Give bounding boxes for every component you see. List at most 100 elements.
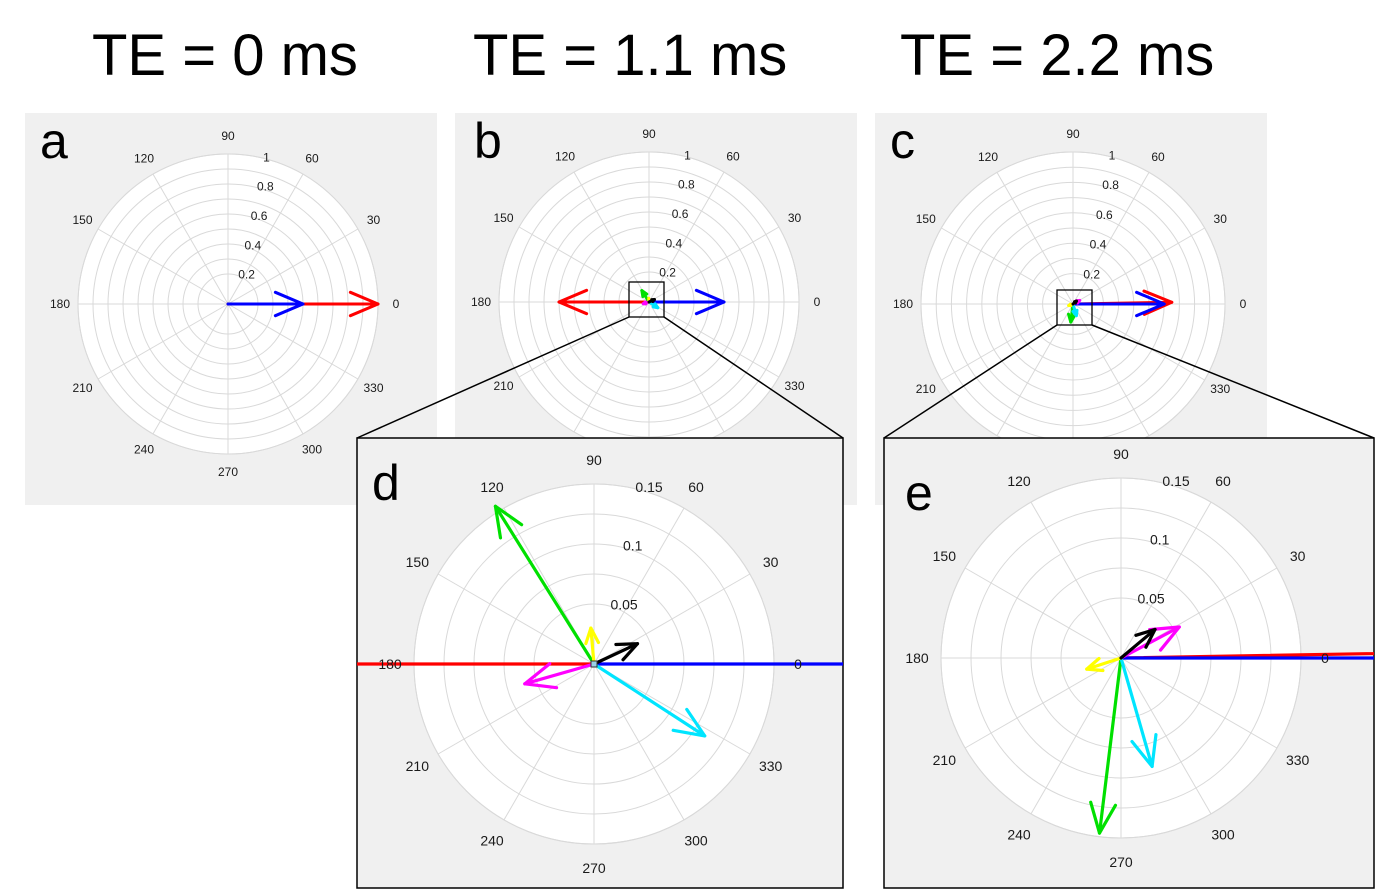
angle-tick-label: 270 <box>218 465 238 479</box>
angle-tick-label: 90 <box>221 129 235 143</box>
black-vector <box>1119 627 1157 660</box>
angle-tick-label: 30 <box>788 211 802 225</box>
origin-marker <box>590 660 598 668</box>
angle-tick-label: 0 <box>794 656 802 672</box>
yellow-vector <box>1085 656 1123 673</box>
red-vector <box>557 288 651 316</box>
green-vector <box>1089 656 1123 835</box>
angle-tick-label: 120 <box>1007 473 1031 489</box>
angle-tick-label: 60 <box>688 479 704 495</box>
zoom-box-b <box>628 281 665 318</box>
angle-tick-label: 330 <box>363 381 383 395</box>
green-vector <box>493 504 596 666</box>
polar-panel-c: 0.20.40.60.81030609012015018021024027030… <box>875 113 1267 505</box>
radial-tick-label: 0.6 <box>1096 208 1113 222</box>
panel-label-d: d <box>372 455 400 511</box>
radial-tick-label: 1 <box>263 150 270 164</box>
radial-tick-label: 1 <box>684 148 691 162</box>
angle-tick-label: 210 <box>406 758 430 774</box>
angle-tick-label: 60 <box>1215 473 1231 489</box>
angle-tick-label: 150 <box>72 213 92 227</box>
blue-vector <box>1119 656 1374 660</box>
angle-tick-label: 330 <box>784 379 804 393</box>
radial-tick-label: 0.2 <box>238 268 255 282</box>
radius-gridline <box>950 181 1196 427</box>
angle-tick-label: 60 <box>305 152 319 166</box>
radial-tick-label: 0.05 <box>610 596 637 612</box>
panel-label-e: e <box>905 465 933 521</box>
radial-tick-label: 1 <box>1109 148 1116 162</box>
angle-tick-label: 0 <box>814 295 821 309</box>
angle-tick-label: 0 <box>393 297 400 311</box>
cyan-vector <box>592 662 707 738</box>
red-vector <box>1119 651 1374 660</box>
angle-tick-label: 90 <box>642 127 656 141</box>
blue-vector <box>647 288 726 316</box>
angle-tick-label: 150 <box>933 548 957 564</box>
angle-tick-label: 330 <box>759 758 783 774</box>
angle-tick-label: 330 <box>1210 382 1230 396</box>
zoom-connector-line <box>1091 324 1375 439</box>
angle-tick-label: 270 <box>582 860 606 876</box>
radius-gridline <box>528 181 770 423</box>
angle-tick-label: 300 <box>302 443 322 457</box>
angle-tick-label: 60 <box>726 150 740 164</box>
angle-tick-label: 240 <box>480 833 504 849</box>
blue-vector <box>592 662 843 666</box>
angle-tick-label: 150 <box>406 554 430 570</box>
radius-gridline <box>543 196 755 408</box>
yellow-vector <box>584 626 601 666</box>
angle-tick-label: 210 <box>916 382 936 396</box>
black-vector <box>592 642 640 666</box>
angle-tick-label: 30 <box>367 213 381 227</box>
angle-tick-label: 90 <box>1066 127 1080 141</box>
radial-tick-label: 0.8 <box>678 178 695 192</box>
angle-tick-label: 300 <box>1211 827 1235 843</box>
radial-tick-label: 0.4 <box>1090 238 1107 252</box>
radial-tick-label: 0.6 <box>672 207 689 221</box>
radial-tick-label: 0.2 <box>659 266 676 280</box>
angle-tick-label: 180 <box>905 650 929 666</box>
zoom-connector-line <box>356 316 630 439</box>
angle-tick-label: 0 <box>1240 297 1247 311</box>
angle-tick-label: 120 <box>134 152 154 166</box>
radial-tick-label: 0.05 <box>1137 590 1164 606</box>
blue-vector <box>1071 290 1166 318</box>
red-vector <box>357 662 596 666</box>
angle-tick-label: 180 <box>378 656 402 672</box>
blue-vector <box>226 290 305 318</box>
angle-tick-label: 210 <box>493 379 513 393</box>
radial-tick-label: 0.4 <box>244 238 261 252</box>
angle-tick-label: 240 <box>1007 827 1031 843</box>
radial-tick-label: 0.1 <box>1150 532 1170 548</box>
angle-tick-label: 60 <box>1151 150 1165 164</box>
angle-tick-label: 120 <box>555 150 575 164</box>
angle-tick-label: 210 <box>72 381 92 395</box>
radial-tick-label: 0.4 <box>665 236 682 250</box>
angle-tick-label: 120 <box>978 150 998 164</box>
panel-label-a: a <box>40 113 68 169</box>
zoom-box-c <box>1056 289 1093 326</box>
panel-label-c: c <box>890 113 915 169</box>
radial-tick-label: 0.15 <box>1162 473 1189 489</box>
title-te-0: TE = 0 ms <box>92 23 358 88</box>
cyan-vector <box>1119 656 1158 769</box>
polar-panel-d: 0.05 0.1 0.15 0 30 60 90 120 150 180 210 240 270 300 3… <box>356 437 844 889</box>
angle-tick-label: 30 <box>763 554 779 570</box>
title-te-2-2: TE = 2.2 ms <box>900 23 1215 88</box>
black-vector <box>647 297 656 304</box>
radial-tick-label: 0.1 <box>623 538 643 554</box>
radial-tick-label: 0.2 <box>1083 267 1100 281</box>
magenta-vector <box>523 662 596 690</box>
cyan-vector <box>1071 302 1079 318</box>
angle-tick-label: 90 <box>1113 446 1129 462</box>
angle-tick-label: 270 <box>1109 854 1133 870</box>
radial-tick-label: 0.15 <box>635 479 662 495</box>
angle-tick-label: 180 <box>50 297 70 311</box>
polar-panel-e: 0.05 0.1 0.15 0 30 60 90 120 150 180 210 240 270 300 3… <box>883 437 1375 889</box>
radial-tick-label: 0.8 <box>257 180 274 194</box>
angle-tick-label: 150 <box>493 211 513 225</box>
angle-tick-label: 0 <box>1321 650 1329 666</box>
zoom-connector-line <box>663 316 844 439</box>
